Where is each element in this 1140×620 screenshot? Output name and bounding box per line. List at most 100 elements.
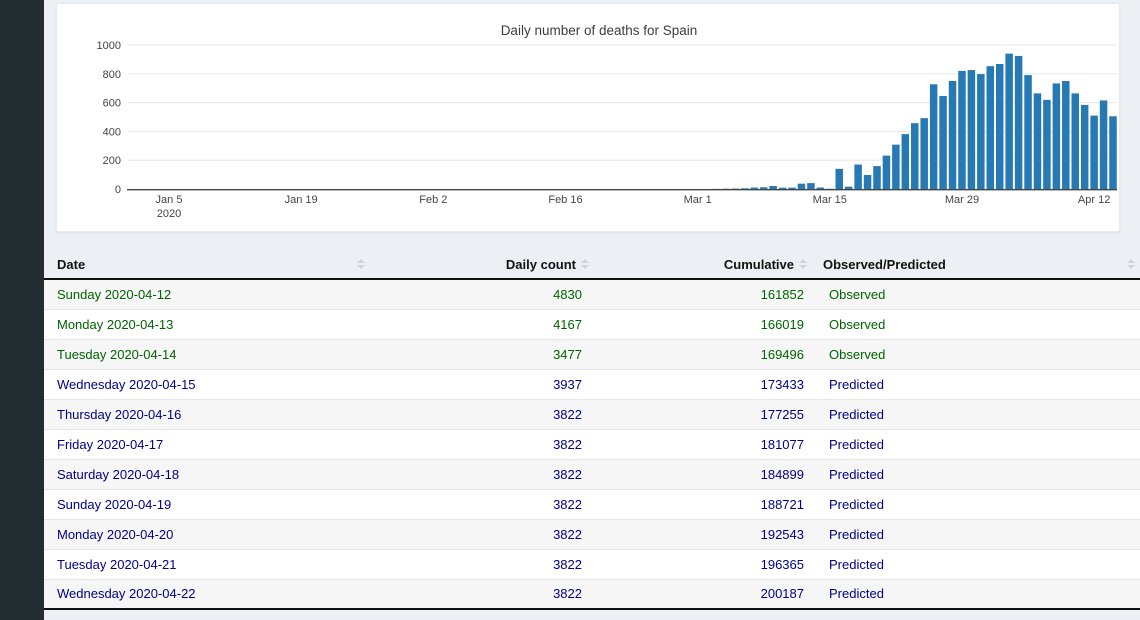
status-cell: Observed [810, 338, 1140, 369]
bar [854, 164, 862, 189]
table-row[interactable]: Sunday 2020-04-12 4830 161852 Observed [44, 279, 1140, 309]
bar [892, 144, 900, 189]
collapsed-sidebar[interactable] [0, 0, 44, 620]
date-cell: Tuesday 2020-04-14 [44, 338, 370, 369]
daily-count-cell: 3822 [370, 458, 592, 489]
x-axis-tick-label: Feb 2 [419, 194, 447, 206]
x-axis-tick-label: Feb 16 [548, 194, 582, 206]
table-row[interactable]: Friday 2020-04-17 3822 181077 Predicted [44, 428, 1140, 459]
bar [788, 187, 796, 189]
sort-icon [1127, 259, 1135, 269]
y-axis-tick-label: 800 [103, 69, 121, 81]
bar [863, 175, 872, 189]
bar [1071, 93, 1079, 189]
column-header-label: Daily count [505, 256, 576, 272]
table-row[interactable]: Wednesday 2020-04-22 3822 200187 Predicted [44, 578, 1140, 609]
table-row[interactable]: Monday 2020-04-13 4167 166019 Observed [44, 308, 1140, 339]
column-header-daily-count[interactable]: Daily count [370, 250, 592, 280]
bar [920, 118, 928, 189]
cumulative-cell: 161852 [760, 286, 804, 302]
bar [741, 188, 749, 189]
x-axis-tick-label: Mar 29 [945, 194, 979, 206]
cumulative-cell: 166019 [592, 308, 810, 339]
x-axis-tick-label: Jan 5 [156, 194, 183, 206]
date-cell: Sunday 2020-04-19 [44, 488, 370, 519]
deaths-bar-chart[interactable]: 0 200 400 600 800 1000 Jan 5 2020 Jan 19 Feb 2 Feb… [57, 4, 1119, 231]
cumulative-cell: 181077 [592, 428, 810, 459]
cumulative-cell: 173433 [592, 368, 810, 399]
y-axis-tick-label: 1000 [97, 40, 121, 52]
status-cell: Predicted [810, 368, 1140, 399]
table-row[interactable]: Sunday 2020-04-19 3822 188721 Predicted [44, 488, 1140, 519]
bar [835, 168, 843, 189]
y-axis-tick-label: 200 [103, 155, 121, 167]
date-cell: Sunday 2020-04-12 [57, 286, 172, 302]
column-header-label: Date [57, 256, 86, 272]
status-cell: Predicted [810, 578, 1140, 609]
bar [1014, 55, 1023, 189]
daily-count-cell: 4830 [553, 286, 582, 302]
status-cell: Predicted [810, 458, 1140, 489]
status-cell: Predicted [810, 428, 1140, 459]
bar [778, 187, 787, 189]
x-axis-tick-label: Mar 15 [813, 194, 847, 206]
table-row[interactable]: Thursday 2020-04-16 3822 177255 Predicted [44, 398, 1140, 429]
date-cell: Wednesday 2020-04-15 [44, 368, 370, 399]
daily-count-cell: 4167 [370, 308, 592, 339]
table-row[interactable]: Wednesday 2020-04-15 3937 173433 Predicted [44, 368, 1140, 399]
table-row[interactable]: Saturday 2020-04-18 3822 184899 Predicted [44, 458, 1140, 489]
x-axis-tick-label: Mar 1 [684, 194, 712, 206]
sort-icon [357, 259, 365, 269]
column-header-cumulative[interactable]: Cumulative [592, 250, 810, 280]
bar [1024, 75, 1032, 189]
bar [929, 84, 938, 189]
bar [958, 70, 966, 189]
status-cell: Observed [829, 286, 886, 302]
date-cell: Friday 2020-04-17 [44, 428, 370, 459]
y-axis-tick-label: 600 [103, 98, 121, 110]
date-cell: Monday 2020-04-20 [44, 518, 370, 549]
cumulative-cell: 177255 [592, 398, 810, 429]
daily-count-cell: 3822 [370, 398, 592, 429]
bar [1062, 81, 1070, 189]
date-cell: Tuesday 2020-04-21 [44, 548, 370, 579]
status-cell: Observed [810, 308, 1140, 339]
bar [967, 70, 976, 189]
x-axis-tick-label: Jan 19 [285, 194, 318, 206]
bar [948, 81, 957, 189]
daily-count-cell: 3477 [370, 338, 592, 369]
bar [1109, 116, 1117, 189]
table-row[interactable]: Tuesday 2020-04-14 3477 169496 Observed [44, 338, 1140, 369]
column-header-label: Observed/Predicted [823, 256, 946, 272]
daily-count-cell: 3822 [370, 428, 592, 459]
x-axis-tick-sublabel: 2020 [157, 208, 181, 220]
bar [1099, 100, 1108, 189]
bar [1005, 53, 1013, 189]
sort-icon [581, 259, 589, 269]
daily-count-cell: 3822 [370, 548, 592, 579]
chart-card: 0 200 400 600 800 1000 Jan 5 2020 Jan 19 Feb 2 Feb… [56, 3, 1120, 232]
table-row[interactable]: Monday 2020-04-20 3822 192543 Predicted [44, 518, 1140, 549]
cumulative-cell: 169496 [592, 338, 810, 369]
cumulative-cell: 200187 [592, 578, 810, 609]
column-header-date[interactable]: Date [44, 250, 370, 280]
date-cell: Thursday 2020-04-16 [44, 398, 370, 429]
bar [750, 187, 759, 189]
cumulative-cell: 192543 [592, 518, 810, 549]
status-cell: Predicted [810, 488, 1140, 519]
bar [816, 187, 825, 189]
bar [807, 183, 815, 189]
bar [797, 183, 806, 189]
daily-count-cell: 3822 [370, 518, 592, 549]
bar [977, 74, 985, 189]
bar [939, 95, 947, 189]
bar [873, 166, 881, 189]
bar [1080, 104, 1089, 189]
forecast-table: Date Daily count Cumulative [44, 250, 1140, 610]
bar [911, 123, 919, 189]
cumulative-cell: 184899 [592, 458, 810, 489]
daily-count-cell: 3822 [370, 488, 592, 519]
bar [1043, 99, 1051, 189]
column-header-observed-predicted[interactable]: Observed/Predicted [810, 250, 1140, 280]
table-row[interactable]: Tuesday 2020-04-21 3822 196365 Predicted [44, 548, 1140, 579]
